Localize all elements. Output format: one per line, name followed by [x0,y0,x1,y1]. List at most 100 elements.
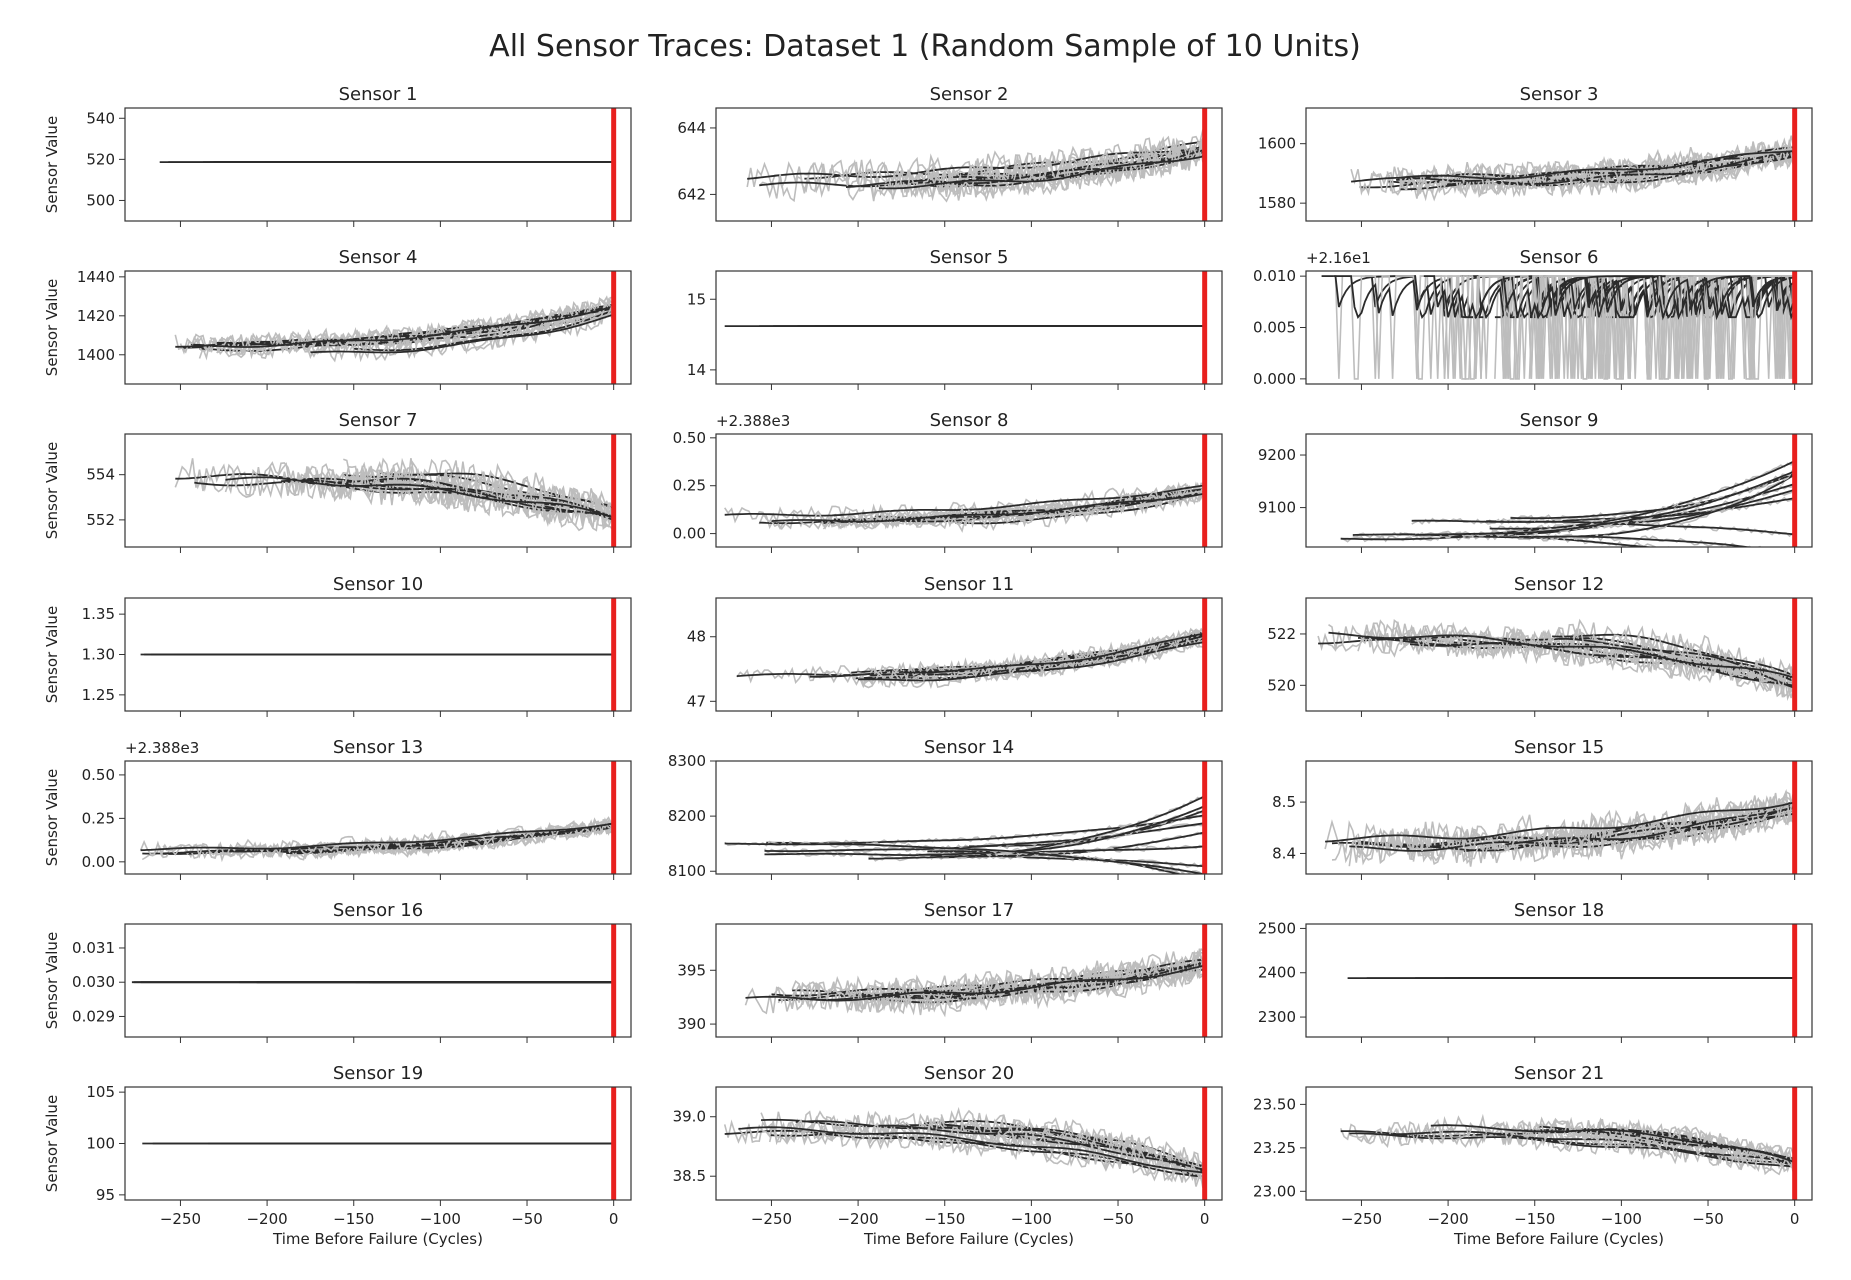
raw-trace [724,481,1204,524]
subplot-title: Sensor 4 [339,247,418,268]
y-tick-label: 1600 [1258,135,1296,153]
x-tick-label: −250 [1341,1210,1382,1228]
subplot-title: Sensor 12 [1514,574,1604,595]
smoothed-trace [878,1124,1205,1172]
sensor-8-traces [724,481,1206,533]
subplot-sensor-17: 390 395 Sensor 17 [677,900,1223,1043]
subplot-title: Sensor 11 [924,574,1014,595]
smoothed-trace [738,1126,1204,1174]
subplot-sensor-14: 8100 8200 8300 Sensor 14 [668,737,1223,880]
sensor-20-traces [723,1106,1206,1188]
subplot-sensor-5: 14 15 Sensor 5 [687,247,1223,390]
y-tick-label: 0.010 [1253,267,1296,285]
y-tick-label: 8300 [668,752,706,770]
axes-frame [1305,1086,1813,1201]
smoothed-trace [1415,471,1794,536]
subplot-sensor-1: 500 520 540 Sensor 1 Sensor Value [43,84,632,227]
subplot-title: Sensor 17 [924,900,1014,921]
y-tick-label: 0.25 [82,809,115,827]
smoothed-trace [1502,275,1796,321]
raw-trace [857,637,1205,690]
subplot-title: Sensor 18 [1514,900,1604,921]
y-tick-label: 520 [1267,676,1296,694]
raw-trace [1340,483,1796,543]
axes-frame [1305,760,1813,875]
subplot-title: Sensor 7 [339,410,418,431]
y-tick-label: 23.25 [1253,1139,1296,1157]
subplot-sensor-15: 8.4 8.5 Sensor 15 [1272,737,1813,880]
smoothed-trace [870,963,1204,1000]
y-tick-label: 23.00 [1253,1182,1296,1200]
subplot-title: Sensor 10 [333,574,423,595]
smoothed-trace [1505,806,1794,846]
axes-frame [715,433,1223,548]
smoothed-trace [878,155,1205,190]
axes-frame [124,270,632,385]
y-tick-label: 395 [677,961,706,979]
smoothed-trace [724,484,1204,517]
x-tick-label: −50 [1102,1210,1134,1228]
x-tick-label: −200 [1427,1210,1468,1228]
smoothed-trace [1325,801,1794,843]
subplot-sensor-21: 23.00 23.25 23.50 −250 −200 −150 −100 −50 0 Senso… [1253,1063,1813,1248]
smoothed-trace [930,831,1205,859]
y-tick-label: 2500 [1258,919,1296,937]
subplot-title: Sensor 6 [1520,247,1599,268]
subplot-sensor-2: 642 644 Sensor 2 [677,84,1223,227]
subplot-title: Sensor 8 [930,410,1009,431]
subplot-title: Sensor 20 [924,1063,1014,1084]
y-tick-label: 95 [96,1186,115,1204]
y-tick-label: 9200 [1258,446,1296,464]
sensor-12-traces [1317,618,1796,702]
axes-frame [1305,433,1813,548]
subplot-sensor-20: 38.5 39.0 −250 −200 −150 −100 −50 0 Sensor 20 Tim… [673,1063,1223,1248]
smoothed-trace [209,306,613,348]
x-tick-label: −150 [924,1210,965,1228]
y-tick-label: 1400 [77,346,115,364]
y-tick-label: 1.25 [82,686,115,704]
axes-frame [715,923,1223,1038]
x-axis-label: Time Before Failure (Cycles) [1453,1230,1664,1248]
x-tick-label: −50 [1692,1210,1724,1228]
subplot-title: Sensor 5 [930,247,1009,268]
sensor-7-traces [174,457,615,532]
y-axis-label: Sensor Value [43,606,61,703]
subplot-sensor-8: 0.00 0.25 0.50 Sensor 8 +2.388e3 [673,410,1223,553]
y-tick-label: 48 [687,628,706,646]
axes-frame [124,107,632,222]
axes-frame [1305,107,1813,222]
smoothed-trace [1552,633,1796,677]
smoothed-trace [353,309,614,352]
sensor-21-traces [1339,1113,1796,1176]
axes-frame [715,597,1223,712]
raw-trace [737,1118,1204,1183]
subplot-sensor-10: 1.25 1.30 1.35 Sensor 10 Sensor Value [43,574,632,717]
smoothed-trace [225,476,614,519]
y-axis-label: Sensor Value [43,116,61,213]
x-tick-label: −150 [333,1210,374,1228]
y-tick-label: 0.031 [72,939,115,957]
smoothed-trace [1397,150,1793,180]
y-tick-label: 0.00 [673,525,706,543]
raw-trace [1551,618,1796,687]
x-tick-label: 0 [1200,1210,1210,1228]
smoothed-trace [1328,631,1794,679]
y-tick-label: 0.005 [1253,319,1296,337]
y-tick-label: 0.029 [72,1007,115,1025]
x-axis-label: Time Before Failure (Cycles) [863,1230,1074,1248]
subplot-title: Sensor 3 [1520,84,1599,105]
sensor-15-traces [1324,788,1796,867]
raw-trace [1399,459,1796,538]
y-tick-label: 1420 [77,307,115,325]
y-tick-label: 15 [687,290,706,308]
smoothed-trace [140,822,613,852]
axes-frame [715,1086,1223,1201]
y-tick-label: 540 [86,109,115,127]
axes-frame [124,760,632,875]
subplot-title: Sensor 2 [930,84,1009,105]
raw-trace [1397,139,1794,193]
y-tick-label: 105 [86,1083,115,1101]
raw-trace [890,140,1204,203]
y-tick-label: 38.5 [673,1167,706,1185]
y-tick-label: 644 [677,119,706,137]
